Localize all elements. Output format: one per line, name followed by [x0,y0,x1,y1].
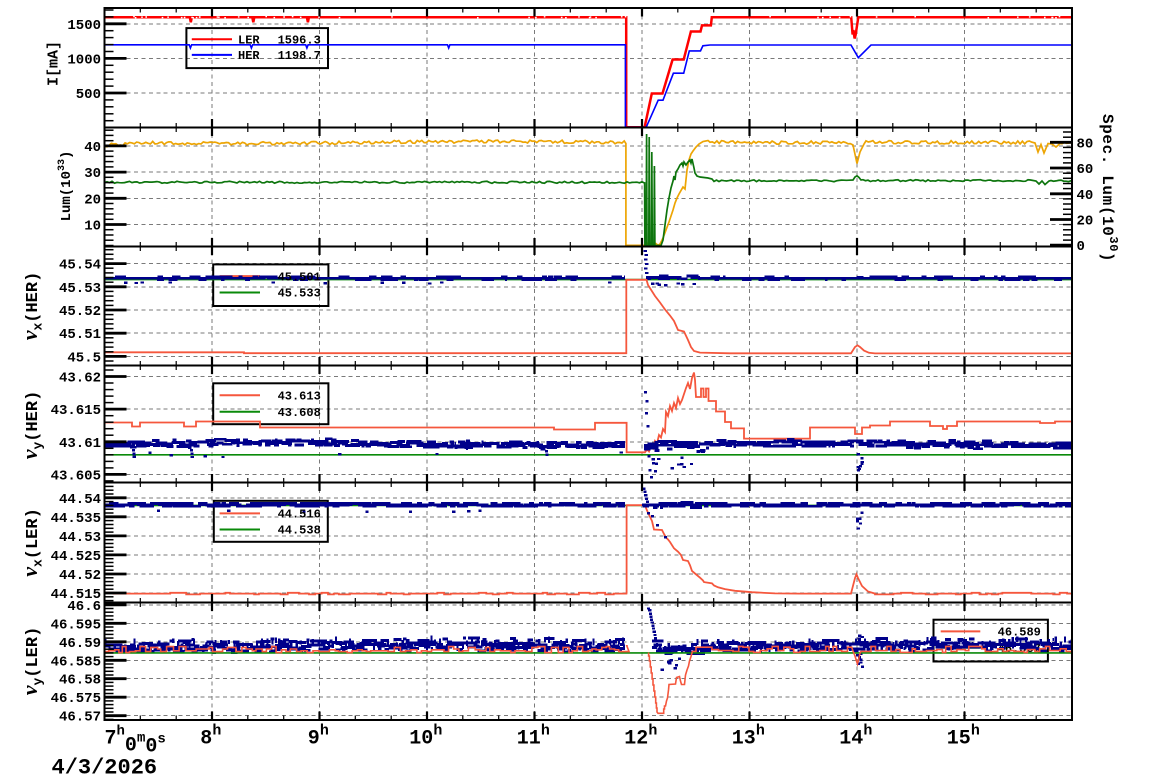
svg-text:44.516: 44.516 [278,508,321,522]
svg-text:νy(LER): νy(LER) [17,627,46,696]
svg-text:46.6: 46.6 [67,599,101,615]
svg-text:46.58: 46.58 [59,673,101,689]
svg-text:43.62: 43.62 [59,371,101,387]
svg-text:46.589: 46.589 [998,626,1041,640]
svg-text:Spec. Lum(1030): Spec. Lum(1030) [1098,114,1120,262]
svg-text:40: 40 [1077,188,1094,204]
svg-text:40: 40 [84,140,101,156]
svg-text:44.52: 44.52 [59,568,101,584]
svg-text:44.525: 44.525 [51,549,101,565]
svg-text:43.615: 43.615 [51,403,101,419]
svg-text:44.538: 44.538 [278,524,321,538]
svg-text:νy(HER): νy(HER) [17,391,46,460]
svg-text:1500: 1500 [67,18,101,34]
svg-text:0: 0 [1077,239,1085,255]
svg-text:νx(HER): νx(HER) [17,272,46,341]
svg-text:44.53: 44.53 [59,530,101,546]
svg-text:νx(LER): νx(LER) [17,508,46,577]
svg-text:46.595: 46.595 [51,617,101,633]
svg-text:4/3/2026: 4/3/2026 [52,756,158,781]
svg-text:44.535: 44.535 [51,511,101,527]
svg-text:80: 80 [1077,136,1094,152]
svg-text:45.51: 45.51 [59,327,101,343]
svg-text:HER: HER [238,49,260,63]
svg-text:43.61: 43.61 [59,436,101,452]
svg-text:46.57: 46.57 [59,710,101,726]
svg-text:43.605: 43.605 [51,468,101,484]
svg-text:1198.7: 1198.7 [278,49,321,63]
svg-text:43.608: 43.608 [278,406,321,420]
svg-text:44.515: 44.515 [51,587,101,603]
svg-text:46.585: 46.585 [51,654,101,670]
svg-text:46.575: 46.575 [51,691,101,707]
svg-text:45.501: 45.501 [278,270,321,284]
svg-text:1596.3: 1596.3 [278,34,321,48]
svg-text:30: 30 [84,166,101,182]
svg-text:60: 60 [1077,162,1094,178]
svg-text:43.613: 43.613 [278,390,321,404]
svg-text:44.54: 44.54 [59,492,101,508]
svg-text:1000: 1000 [67,52,101,68]
svg-text:46.59: 46.59 [59,636,101,652]
svg-text:500: 500 [76,87,101,103]
svg-text:45.5: 45.5 [67,350,101,366]
svg-text:45.52: 45.52 [59,304,101,320]
svg-text:I[mA]: I[mA] [46,41,63,86]
svg-text:20: 20 [84,192,101,208]
svg-text:20: 20 [1077,214,1094,230]
svg-text:45.54: 45.54 [59,258,101,274]
svg-text:10: 10 [84,219,101,235]
svg-text:45.53: 45.53 [59,281,101,297]
svg-text:LER: LER [238,34,260,48]
svg-text:45.533: 45.533 [278,287,321,301]
